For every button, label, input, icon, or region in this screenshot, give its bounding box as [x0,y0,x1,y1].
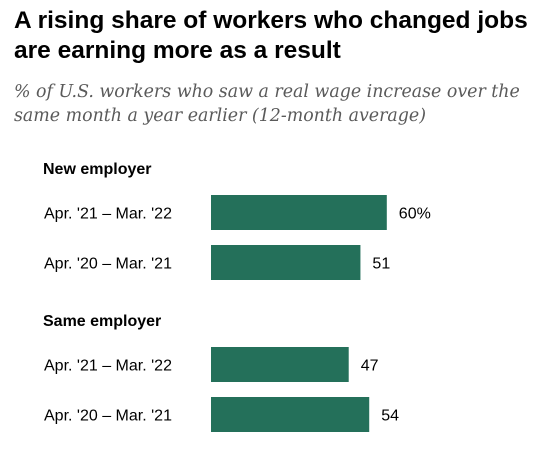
category-label: Apr. '21 – Mar. '22 [44,358,172,375]
category-label: Apr. '20 – Mar. '21 [44,408,172,425]
bar [211,347,349,382]
bar [211,195,387,230]
chart-title: A rising share of workers who changed jo… [14,7,528,64]
value-label: 60% [399,206,431,223]
value-label: 51 [372,256,390,273]
category-label: Apr. '21 – Mar. '22 [44,206,172,223]
group-label-1: Same employer [43,313,161,330]
bar [211,245,361,280]
chart-subtitle: % of U.S. workers who saw a real wage in… [14,82,520,126]
value-label: 47 [361,358,379,375]
group-label-0: New employer [43,161,151,178]
value-label: 54 [381,408,399,425]
category-label: Apr. '20 – Mar. '21 [44,256,172,273]
bar [211,397,370,432]
